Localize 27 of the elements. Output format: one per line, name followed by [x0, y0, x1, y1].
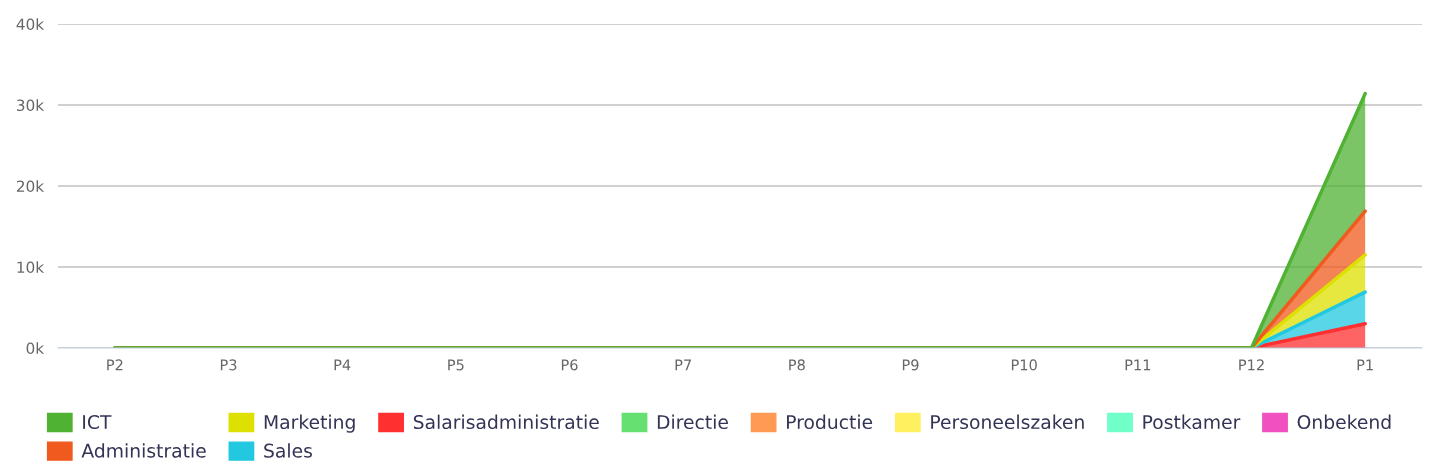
legend-label: Sales — [264, 443, 312, 458]
x-tick-label: P4 — [334, 359, 351, 371]
x-tick-label: P7 — [675, 359, 691, 371]
y-tick-label: 20k — [16, 180, 45, 193]
legend-label: Postkamer — [1143, 414, 1241, 430]
x-tick-label: P1 — [1357, 359, 1373, 371]
legend-label: Productie — [787, 414, 873, 430]
legend-label: Personeelszaken — [931, 414, 1084, 430]
legend-label: Administratie — [81, 443, 206, 458]
legend-label: Onbekend — [1297, 414, 1391, 430]
x-tick-label: P10 — [1011, 359, 1037, 371]
legend-label: ICT — [83, 414, 112, 430]
y-tick-label: 0k — [26, 342, 45, 355]
legend-label: Directie — [657, 414, 728, 430]
x-tick-label: P12 — [1239, 359, 1264, 371]
y-tick-label: 40k — [16, 18, 45, 31]
legend-label: Salarisadministratie — [413, 414, 599, 430]
x-tick-label: P6 — [561, 359, 578, 371]
x-tick-label: P5 — [448, 359, 464, 371]
x-tick-label: P8 — [789, 359, 805, 371]
x-tick-label: P9 — [902, 359, 919, 371]
y-tick-label: 30k — [16, 99, 45, 112]
legend-label: Marketing — [264, 414, 355, 433]
x-tick-label: P2 — [107, 359, 123, 371]
x-tick-label: P11 — [1125, 359, 1151, 371]
x-tick-label: P3 — [220, 359, 237, 371]
y-tick-label: 10k — [17, 261, 45, 274]
